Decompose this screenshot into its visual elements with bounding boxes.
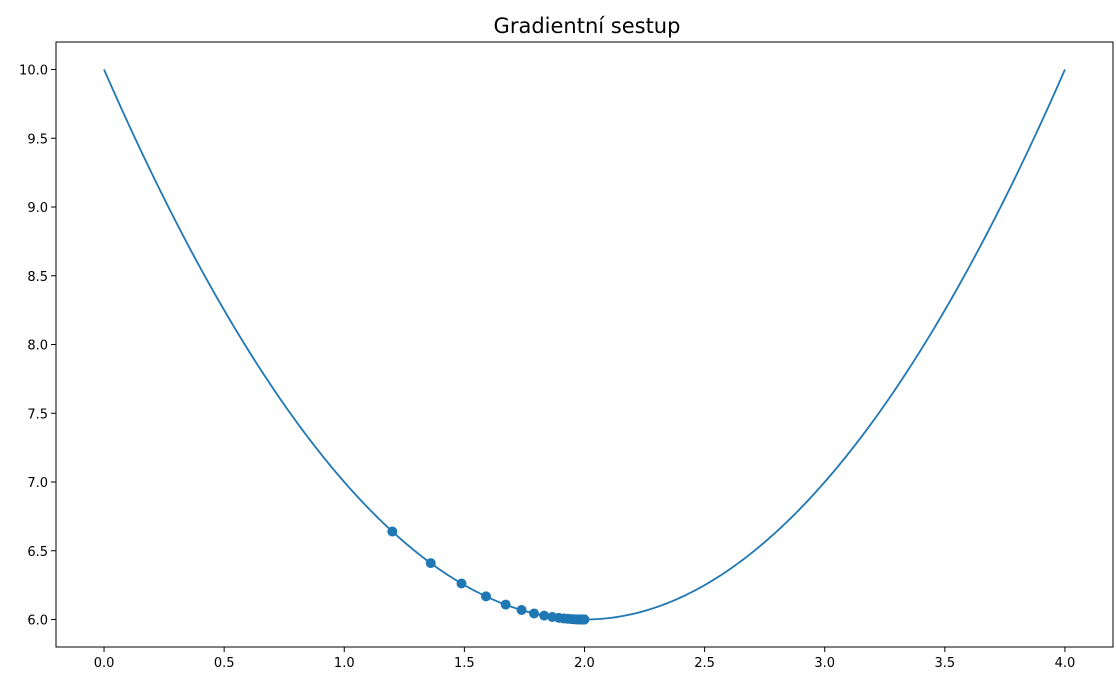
descent-point — [456, 578, 467, 589]
x-axis: 0.0 0.5 1.0 1.5 2.0 2.5 3.0 3.5 4.0 — [94, 647, 1076, 671]
descent-point — [516, 605, 527, 616]
x-tick-label: 2.5 — [694, 656, 715, 671]
y-tick-label: 8.5 — [27, 270, 48, 285]
y-tick-label: 6.5 — [27, 545, 48, 560]
descent-point — [387, 526, 398, 537]
x-tick-label: 3.5 — [934, 656, 955, 671]
curve-line — [103, 69, 1066, 621]
y-tick-label: 6.0 — [27, 614, 48, 629]
x-tick-label: 0.0 — [94, 656, 115, 671]
x-tick-label: 4.0 — [1055, 656, 1076, 671]
y-tick-label: 8.0 — [27, 339, 48, 354]
x-tick-label: 1.0 — [334, 656, 355, 671]
descent-point — [529, 608, 540, 619]
plot-area — [103, 69, 1066, 625]
y-tick-label: 7.0 — [27, 476, 48, 491]
y-tick-label: 9.0 — [27, 201, 48, 216]
y-tick-label: 10.0 — [19, 64, 48, 79]
y-axis: 6.0 6.5 7.0 7.5 8.0 8.5 9.0 9.5 10.0 — [19, 64, 56, 629]
descent-point — [539, 610, 550, 621]
descent-point — [481, 591, 492, 602]
descent-point — [579, 614, 590, 625]
chart-title: Gradientní sestup — [494, 14, 681, 38]
axes-frame — [55, 41, 1114, 648]
x-tick-label: 2.0 — [574, 656, 595, 671]
x-tick-label: 0.5 — [214, 656, 235, 671]
descent-point — [425, 558, 436, 569]
y-tick-label: 9.5 — [27, 132, 48, 147]
y-tick-label: 7.5 — [27, 407, 48, 422]
descent-point — [500, 599, 511, 610]
x-tick-label: 1.5 — [454, 656, 475, 671]
x-tick-label: 3.0 — [814, 656, 835, 671]
